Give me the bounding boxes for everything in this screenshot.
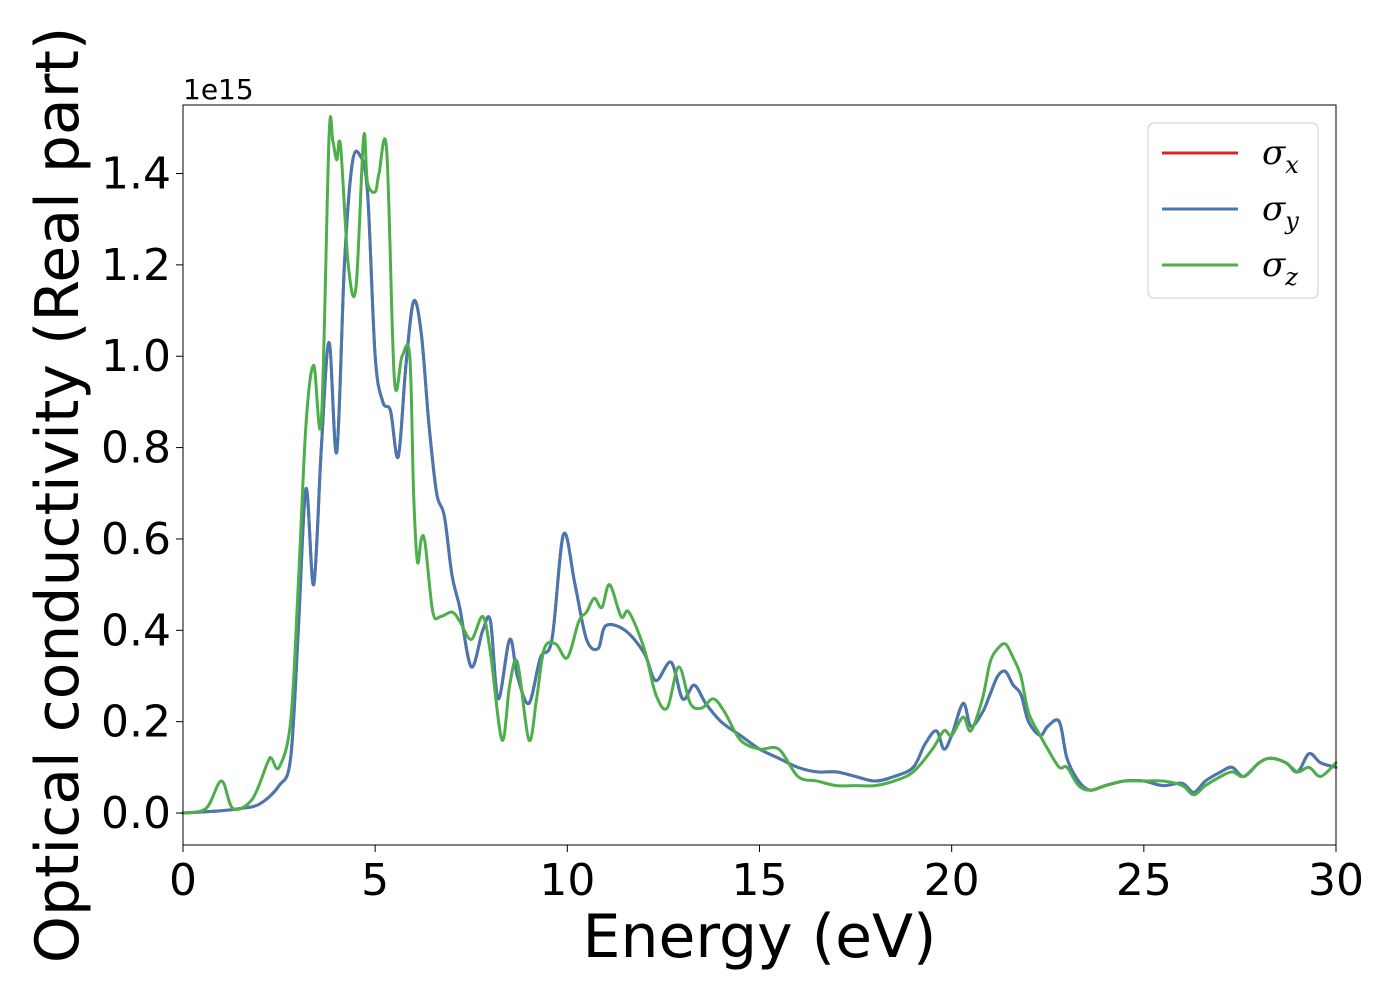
y-tick-label: 1.2 [101, 240, 171, 291]
x-tick-label: 15 [732, 855, 788, 906]
y-axis-offset-label: 1e15 [183, 73, 254, 106]
y-tick-label: 0.8 [101, 423, 171, 474]
plot-lines [181, 115, 1338, 815]
x-tick-label: 0 [169, 855, 197, 906]
x-tick-label: 5 [361, 855, 389, 906]
x-tick-label: 30 [1308, 855, 1364, 906]
x-tick-label: 10 [539, 855, 595, 906]
legend-label-x: σx [1262, 133, 1299, 179]
y-tick-label: 0.0 [101, 788, 171, 839]
y-tick-label: 1.0 [101, 331, 171, 382]
x-axis-ticks: 0 5 10 15 20 25 30 [169, 845, 1364, 906]
y-tick-label: 1.4 [101, 149, 171, 200]
legend: σx σy σz [1147, 122, 1319, 299]
y-tick-label: 0.4 [101, 605, 171, 656]
y-axis-ticks: 0.0 0.2 0.4 0.6 0.8 1.0 1.2 1.4 [101, 149, 183, 839]
y-tick-label: 0.2 [101, 697, 171, 748]
y-axis-label: Optical conductivity (Real part) [23, 27, 93, 964]
legend-label-z: σz [1262, 245, 1298, 291]
series-line-z [181, 115, 1338, 815]
legend-label-y: σy [1262, 189, 1299, 235]
x-tick-label: 25 [1116, 855, 1172, 906]
y-tick-label: 0.6 [101, 514, 171, 565]
x-axis-label: Energy (eV) [583, 902, 937, 972]
x-tick-label: 20 [924, 855, 980, 906]
